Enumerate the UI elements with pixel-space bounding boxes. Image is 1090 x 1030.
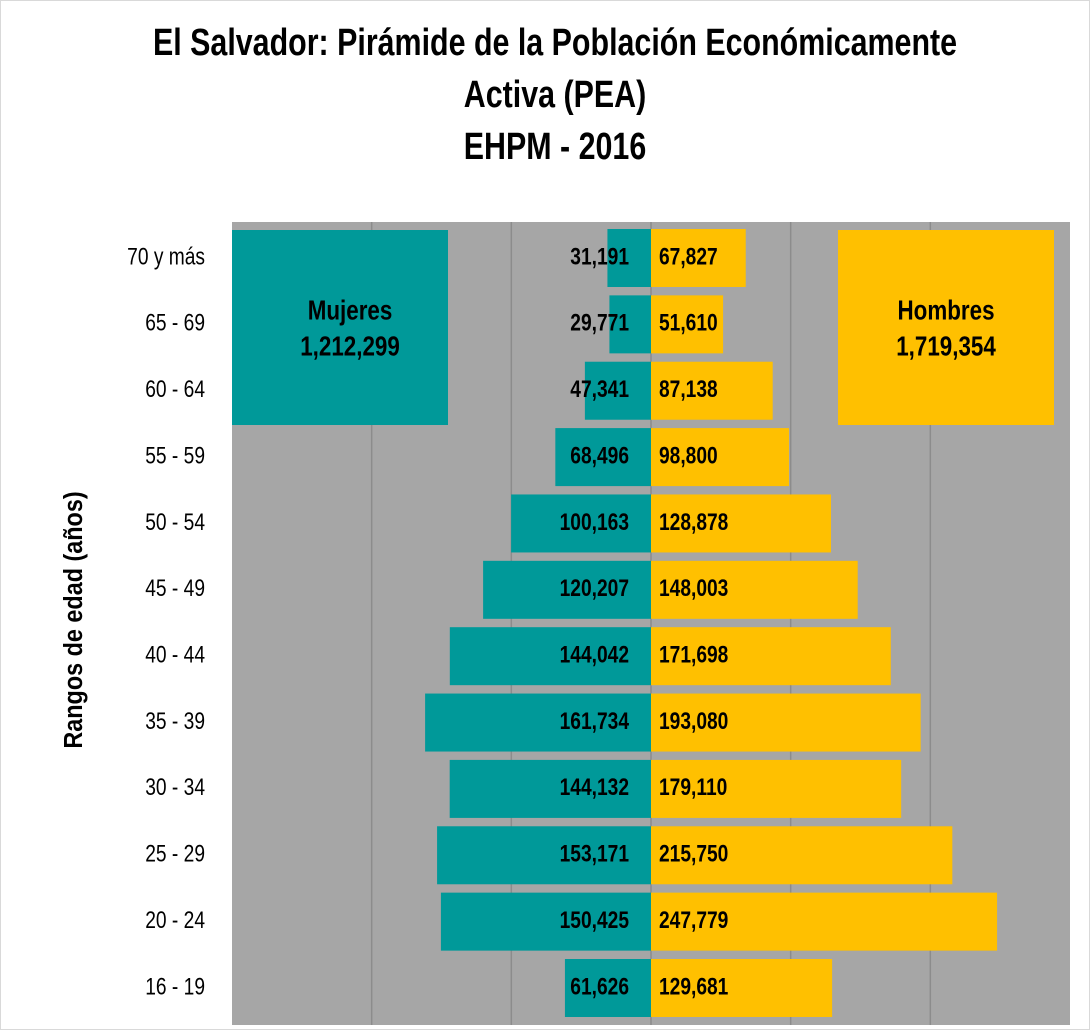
- y-tick-label: 25 - 29: [145, 840, 205, 868]
- bar: [555, 428, 651, 487]
- bar: [651, 295, 724, 354]
- bar: [651, 959, 833, 1017]
- data-label: 144,042: [560, 640, 629, 668]
- data-label: 61,626: [570, 972, 629, 1000]
- data-label: 179,110: [659, 773, 727, 801]
- bar: [651, 361, 773, 420]
- data-label: 29,771: [570, 309, 629, 337]
- data-label: 193,080: [659, 707, 728, 735]
- data-label: 148,003: [659, 574, 728, 602]
- bar: [651, 428, 789, 487]
- legend-total: 1,212,299: [300, 331, 400, 362]
- y-tick-label: 70 y más: [127, 242, 205, 270]
- chart-title: Activa (PEA): [464, 74, 646, 116]
- y-tick-label: 40 - 44: [145, 640, 205, 668]
- y-tick-label: 20 - 24: [145, 906, 205, 934]
- y-tick-label: 45 - 49: [145, 574, 205, 602]
- data-label: 51,610: [659, 309, 718, 337]
- data-label: 153,171: [560, 840, 629, 868]
- legend-box: [838, 230, 1054, 425]
- bar: [440, 892, 651, 951]
- data-label: 247,779: [659, 906, 728, 934]
- data-label: 129,681: [659, 972, 728, 1000]
- data-label: 31,191: [570, 242, 629, 270]
- y-tick-label: 50 - 54: [145, 508, 205, 536]
- bar: [651, 229, 746, 287]
- bar: [584, 361, 651, 420]
- bar: [449, 759, 651, 818]
- bar: [607, 229, 651, 287]
- y-tick-label: 65 - 69: [145, 309, 205, 337]
- bar: [651, 759, 902, 818]
- bar: [437, 826, 651, 885]
- bar: [651, 892, 998, 951]
- data-label: 120,207: [560, 574, 629, 602]
- bar: [425, 693, 651, 752]
- data-label: 171,698: [659, 640, 728, 668]
- legend-label: Mujeres: [308, 295, 393, 326]
- bar: [651, 826, 953, 885]
- data-label: 87,138: [659, 375, 718, 403]
- data-label: 161,734: [560, 707, 629, 735]
- data-label: 128,878: [659, 508, 728, 536]
- bar: [651, 627, 891, 686]
- chart-title: EHPM - 2016: [464, 126, 646, 168]
- data-label: 98,800: [659, 441, 718, 469]
- legend-box: [232, 230, 448, 425]
- legend-total: 1,719,354: [896, 331, 996, 362]
- y-tick-label: 60 - 64: [145, 375, 205, 403]
- bar: [651, 693, 921, 752]
- y-tick-label: 30 - 34: [145, 773, 205, 801]
- y-axis-label: Rangos de edad (años): [60, 491, 88, 748]
- data-label: 67,827: [659, 242, 718, 270]
- data-label: 100,163: [560, 508, 629, 536]
- bar: [609, 295, 651, 354]
- data-label: 215,750: [659, 840, 728, 868]
- bar: [483, 560, 651, 619]
- data-label: 144,132: [560, 773, 629, 801]
- bar: [511, 494, 651, 553]
- data-label: 68,496: [570, 441, 629, 469]
- y-tick-label: 35 - 39: [145, 707, 205, 735]
- data-label: 150,425: [560, 906, 629, 934]
- legend-label: Hombres: [897, 295, 994, 326]
- bar: [651, 494, 831, 553]
- y-tick-label: 55 - 59: [145, 441, 205, 469]
- bar: [449, 627, 651, 686]
- y-tick-label: 16 - 19: [145, 972, 205, 1000]
- bar: [564, 959, 651, 1017]
- chart-title: El Salvador: Pirámide de la Población Ec…: [153, 22, 957, 64]
- data-label: 47,341: [570, 375, 629, 403]
- bar: [651, 560, 858, 619]
